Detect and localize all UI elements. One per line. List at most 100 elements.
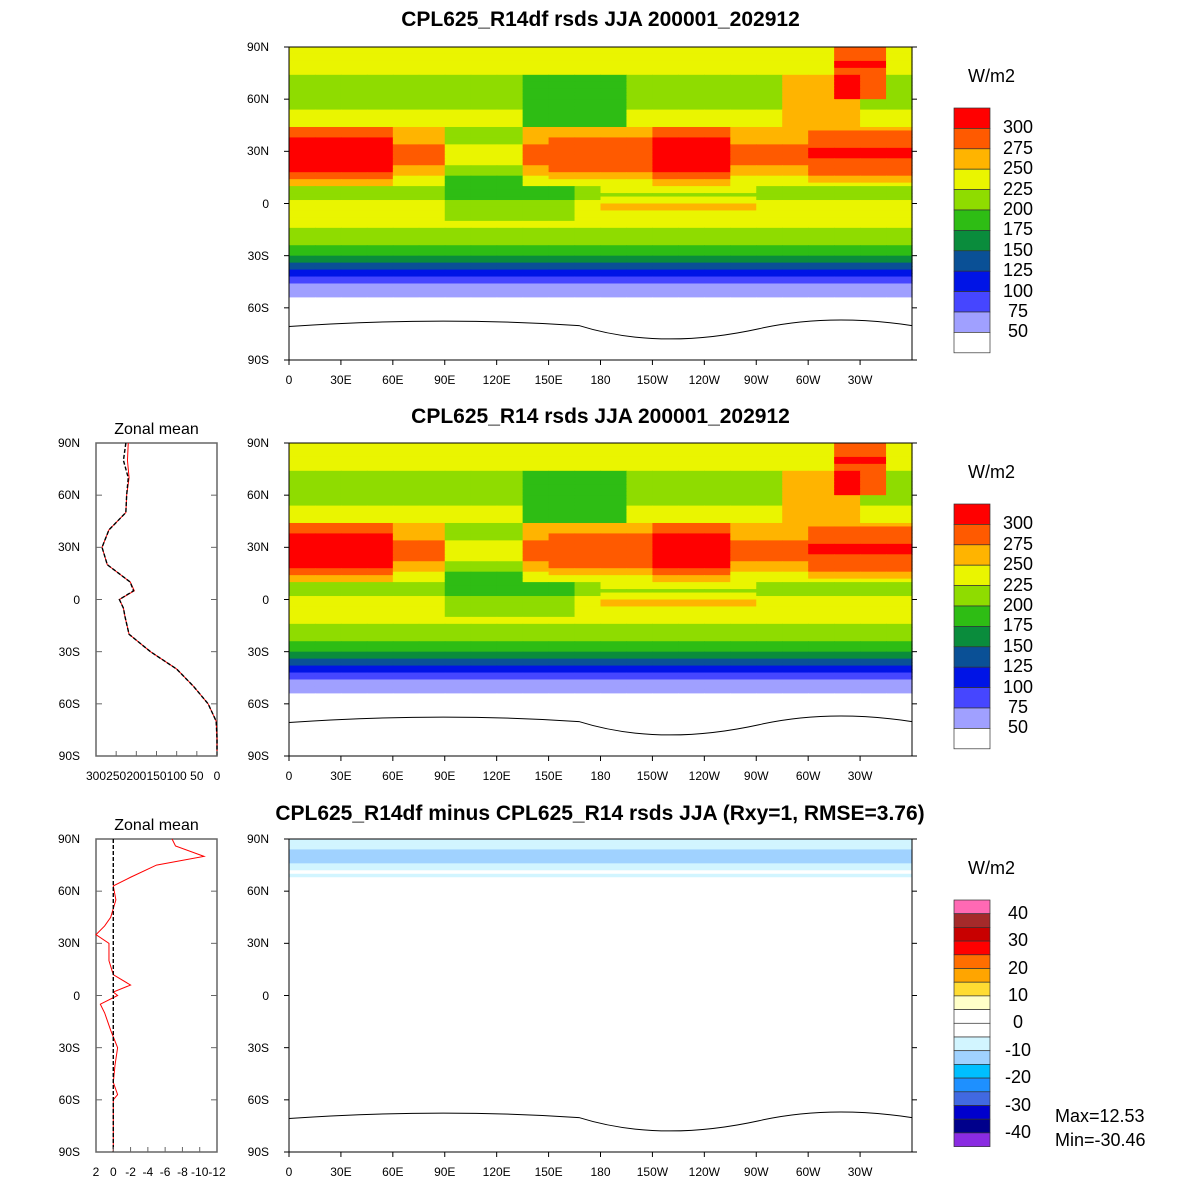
- contour-cell: [704, 220, 731, 225]
- contour-cell: [730, 443, 757, 448]
- contour-cell: [704, 259, 731, 264]
- contour-cell: [808, 693, 835, 698]
- contour-cell: [886, 623, 913, 628]
- contour-cell: [808, 554, 835, 559]
- contour-cell: [289, 460, 316, 465]
- contour-cell: [496, 682, 524, 688]
- contour-cell: [626, 651, 654, 656]
- contour-cell: [548, 474, 576, 479]
- contour-cell: [444, 269, 472, 274]
- contour-cell: [860, 224, 887, 229]
- contour-cell: [548, 703, 576, 708]
- lon-tick-label: 30W: [847, 769, 873, 783]
- contour-cell: [782, 596, 809, 601]
- contour-cell: [730, 325, 757, 330]
- contour-cell: [886, 266, 913, 271]
- contour-cell: [860, 318, 887, 323]
- contour-cell: [314, 568, 342, 573]
- contour-cell: [366, 95, 394, 100]
- contour-cell: [522, 109, 550, 114]
- contour-cell: [756, 259, 783, 264]
- contour-cell: [366, 644, 394, 649]
- contour-cell: [548, 165, 576, 170]
- contour-cell: [704, 665, 731, 670]
- contour-cell: [548, 74, 576, 79]
- contour-cell: [470, 50, 498, 55]
- contour-cell: [289, 161, 316, 166]
- contour-cell: [834, 189, 861, 194]
- contour-cell: [340, 453, 368, 458]
- contour-cell: [652, 182, 679, 187]
- contour-cell: [704, 443, 731, 448]
- lon-tick-label: 90E: [434, 1165, 456, 1179]
- contour-cell: [548, 133, 576, 139]
- contour-cell: [704, 516, 731, 521]
- contour-cell: [418, 477, 446, 482]
- contour-cell: [366, 516, 394, 521]
- contour-cell: [886, 238, 913, 243]
- contour-cell: [834, 286, 861, 292]
- contour-cell: [314, 564, 342, 569]
- contour-cell: [626, 693, 654, 698]
- contour-cell: [366, 498, 394, 503]
- contour-cell: [314, 252, 342, 257]
- contour-cell: [756, 498, 783, 503]
- lat-tick-label: 60S: [247, 300, 269, 315]
- contour-cell: [470, 658, 498, 663]
- contour-cell: [444, 522, 472, 528]
- contour-cell: [496, 95, 524, 100]
- contour-cell: [340, 721, 368, 726]
- contour-cell: [860, 53, 887, 59]
- contour-cell: [314, 280, 342, 285]
- contour-cell: [496, 286, 524, 292]
- contour-cell: [314, 689, 342, 694]
- contour-cell: [418, 172, 446, 177]
- contour-cell: [314, 182, 342, 187]
- contour-cell: [782, 273, 809, 278]
- contour-cell: [392, 609, 420, 615]
- contour-cell: [289, 703, 316, 708]
- colorbar-swatch: [953, 728, 991, 750]
- contour-cell: [756, 227, 783, 232]
- contour-band: [289, 957, 912, 962]
- contour-cell: [886, 293, 913, 298]
- contour-cell: [392, 648, 420, 653]
- contour-cell: [392, 123, 420, 128]
- contour-cell: [886, 307, 913, 312]
- contour-cell: [808, 321, 835, 326]
- contour-cell: [392, 248, 420, 253]
- contour-cell: [574, 602, 602, 608]
- contour-cell: [652, 335, 679, 340]
- contour-cell: [886, 224, 913, 229]
- contour-cell: [782, 85, 809, 90]
- lon-tick-label: 150E: [534, 1165, 563, 1179]
- contour-cell: [834, 477, 861, 482]
- contour-cell: [782, 550, 809, 555]
- contour-cell: [600, 491, 628, 496]
- contour-cell: [470, 116, 498, 121]
- contour-cell: [756, 655, 783, 660]
- contour-cell: [314, 571, 342, 576]
- lon-tick-label: 180: [590, 1165, 611, 1179]
- contour-cell: [600, 456, 628, 461]
- contour-cell: [522, 509, 550, 514]
- contour-cell: [470, 113, 498, 118]
- contour-cell: [652, 613, 679, 618]
- contour-cell: [782, 109, 809, 114]
- contour-cell: [574, 554, 602, 559]
- contour-cell: [704, 481, 731, 486]
- contour-cell: [730, 488, 757, 493]
- contour-cell: [314, 210, 342, 215]
- contour-cell: [834, 241, 861, 246]
- contour-cell: [392, 735, 420, 740]
- contour-cell: [730, 224, 757, 229]
- contour-cell: [470, 641, 498, 646]
- contour-cell: [418, 290, 446, 295]
- contour-cell: [626, 470, 654, 475]
- contour-cell: [289, 731, 316, 736]
- contour-cell: [600, 543, 628, 548]
- contour-cell: [289, 609, 316, 615]
- contour-cell: [444, 679, 472, 684]
- contour-cell: [886, 721, 913, 726]
- contour-cell: [834, 64, 861, 69]
